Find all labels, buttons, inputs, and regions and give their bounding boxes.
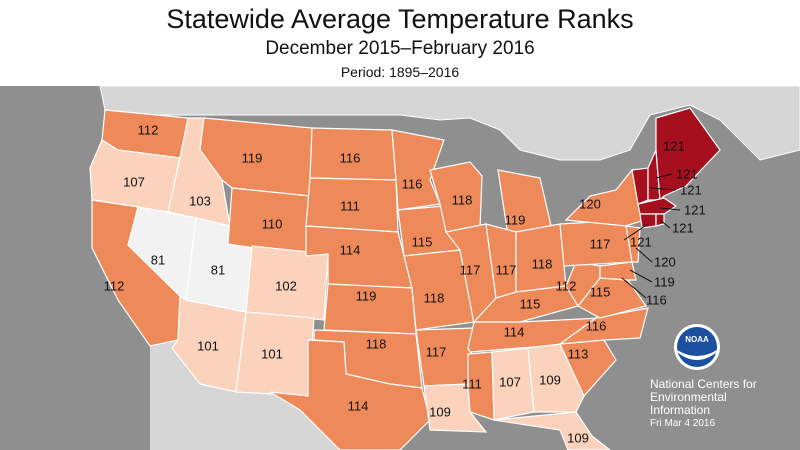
leader-nh: [655, 173, 673, 179]
state-fl: [493, 411, 611, 450]
map-header: Statewide Average Temperature Ranks Dece…: [0, 0, 800, 86]
rank-co: 102: [275, 278, 297, 294]
rank-nc: 116: [585, 318, 607, 334]
rank-wv: 112: [555, 278, 577, 294]
rank-fl: 109: [567, 430, 589, 446]
rank-al: 107: [499, 374, 521, 390]
rank-wi: 118: [451, 192, 473, 208]
map-period: Period: 1895–2016: [340, 64, 460, 80]
rank-me: 121: [663, 138, 685, 154]
rank-ks: 119: [355, 288, 377, 304]
rank-ri: 121: [672, 220, 694, 236]
rank-ar: 117: [425, 344, 447, 360]
state-me: [655, 107, 721, 202]
us-map: 112 107 103 119 116 116 118 119 120 121 …: [0, 86, 800, 450]
state-co: [245, 245, 329, 321]
rank-md: 116: [646, 292, 667, 308]
credits-date: Fri Mar 4 2016: [650, 418, 716, 429]
rank-ca: 112: [103, 278, 125, 294]
leader-nj: [635, 247, 653, 263]
state-ny: [564, 168, 645, 227]
rank-ia: 115: [411, 234, 433, 250]
state-ct: [639, 213, 657, 229]
state-la: [423, 383, 488, 433]
rank-ga: 109: [539, 372, 561, 388]
rank-ne: 114: [339, 242, 361, 258]
rank-mo: 118: [423, 290, 445, 306]
rank-il: 117: [459, 262, 481, 278]
state-ga: [527, 343, 585, 413]
rank-tn: 114: [503, 324, 525, 340]
rank-mt: 119: [241, 150, 263, 166]
credits-org-line-3: Information: [650, 403, 711, 417]
map-subtitle: December 2015–February 2016: [265, 38, 535, 59]
credits-org-line-1: National Centers for: [650, 377, 757, 391]
rank-oh: 118: [531, 256, 553, 272]
leader-ma: [659, 207, 681, 211]
rank-ms: 111: [462, 376, 482, 392]
rank-nh: 121: [676, 166, 698, 182]
state-mo: [403, 249, 475, 331]
rank-nv: 81: [150, 252, 166, 268]
credits-org-line-2: Environmental: [650, 390, 727, 404]
state-nc: [557, 307, 649, 345]
rank-tx: 114: [347, 398, 369, 414]
rank-mi: 119: [504, 212, 526, 228]
canada-land: [99, 86, 800, 161]
state-nj: [625, 225, 641, 263]
state-ma: [637, 197, 678, 215]
state-az: [171, 294, 247, 393]
lake-michigan: [482, 168, 498, 222]
state-md: [599, 261, 637, 281]
noaa-logo-icon: NOAA: [674, 324, 720, 370]
leader-de: [629, 269, 653, 283]
rank-pa: 117: [589, 236, 611, 252]
rank-id: 103: [189, 193, 211, 209]
state-tx: [269, 339, 431, 450]
leader-md: [621, 277, 647, 299]
leader-ri: [659, 219, 671, 229]
rank-sc: 113: [567, 346, 589, 362]
rank-wy: 110: [261, 216, 283, 232]
rank-la: 109: [429, 404, 451, 420]
rank-ny: 120: [579, 196, 601, 212]
rank-or: 107: [123, 174, 145, 190]
map-title: Statewide Average Temperature Ranks: [166, 4, 634, 34]
noaa-logo-text: NOAA: [685, 335, 709, 344]
leader-vt: [649, 187, 677, 191]
rank-ma: 121: [684, 202, 706, 218]
rank-nj: 120: [654, 254, 676, 270]
rank-ok: 118: [365, 336, 387, 352]
rank-ct: 121: [630, 234, 652, 250]
rank-in: 117: [495, 262, 517, 278]
rank-ky: 115: [519, 296, 541, 312]
rank-vt: 121: [680, 182, 702, 198]
us-map-svg: [89, 86, 800, 450]
rank-nd: 116: [339, 150, 361, 166]
rank-mn: 116: [401, 176, 423, 192]
rank-ut: 81: [210, 262, 226, 278]
state-ms: [467, 351, 495, 421]
rank-va: 115: [589, 284, 611, 300]
rank-wa: 112: [137, 122, 159, 138]
leader-ct: [623, 223, 649, 241]
rank-sd: 111: [340, 198, 360, 214]
credits-block: National Centers for Environmental Infor…: [650, 378, 790, 430]
rank-nm: 101: [261, 346, 283, 362]
rank-az: 101: [197, 338, 219, 354]
rank-de: 119: [654, 274, 675, 290]
